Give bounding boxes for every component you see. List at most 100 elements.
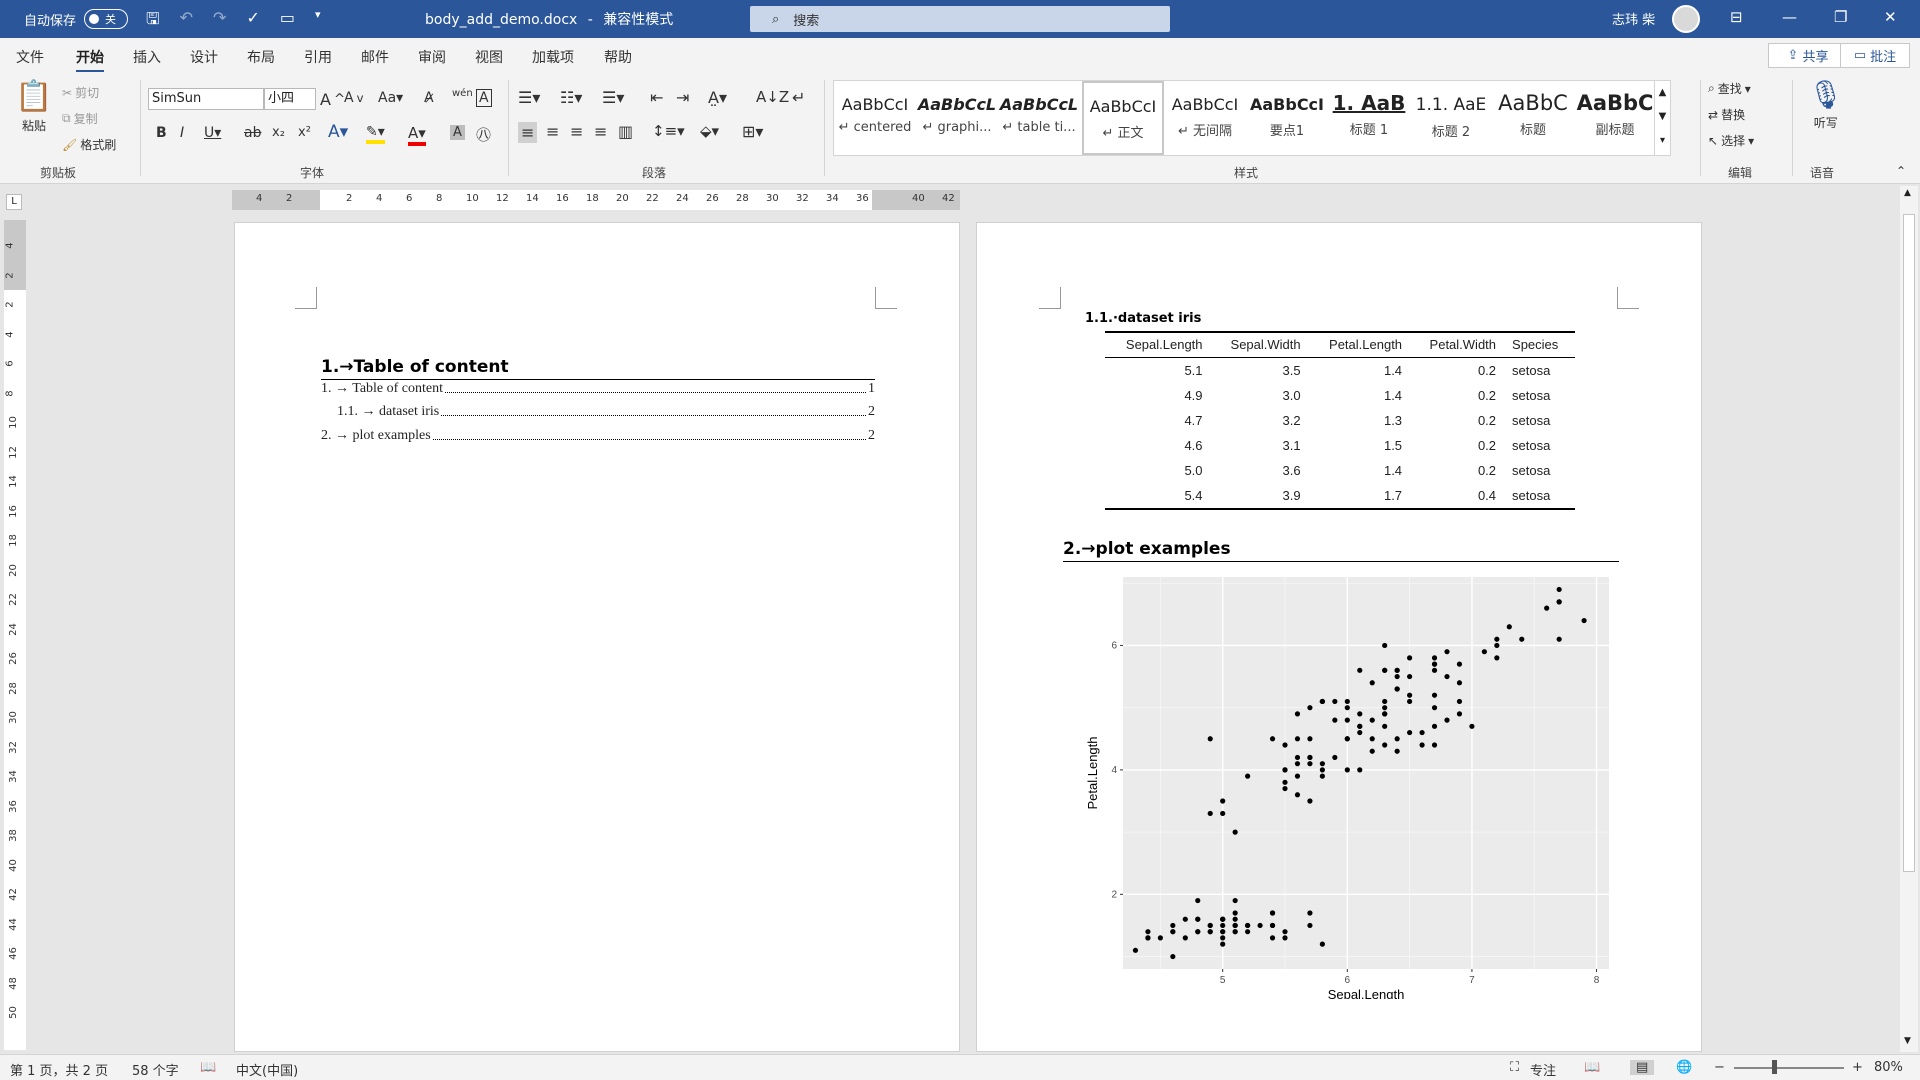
- ribbon-display-options-icon[interactable]: ⊟: [1730, 8, 1743, 26]
- tab-help[interactable]: 帮助: [604, 50, 632, 66]
- tab-file[interactable]: 文件: [16, 50, 44, 66]
- toc-entry[interactable]: 1.1. → dataset iris 2: [321, 404, 875, 420]
- scroll-down-icon[interactable]: ▼: [1904, 1036, 1911, 1046]
- style-heading1[interactable]: 1. AaB 标题 1: [1328, 81, 1410, 155]
- share-button[interactable]: ⇪ 共享: [1768, 43, 1848, 68]
- gallery-scroll[interactable]: ▲ ▼ ▾: [1654, 81, 1670, 155]
- scroll-thumb[interactable]: [1903, 214, 1915, 872]
- dictate-button[interactable]: 🎙 听写: [1808, 78, 1844, 131]
- distributed-icon[interactable]: ▥: [618, 122, 634, 141]
- shading-icon[interactable]: ⬙▾: [700, 122, 720, 140]
- enclose-char-icon[interactable]: ㊇: [476, 126, 492, 144]
- style-bullet1[interactable]: AaBbCcI 要点1: [1246, 81, 1328, 155]
- tab-mailings[interactable]: 邮件: [361, 50, 389, 66]
- horizontal-ruler[interactable]: 4 2 2 4 6 8 10 12 14 16 18 20 22 24 26 28 30 32 34 36 40 42: [232, 190, 960, 210]
- style-normal[interactable]: AaBbCcI ↵ 正文: [1082, 81, 1164, 155]
- autosave[interactable]: 自动保存 关: [24, 9, 129, 29]
- zoom-in-icon[interactable]: +: [1852, 1060, 1863, 1075]
- align-left-icon[interactable]: ≡: [518, 122, 538, 143]
- scroll-up-icon[interactable]: ▲: [1904, 188, 1911, 198]
- phonetic-guide-icon[interactable]: wén: [452, 88, 473, 99]
- style-table-title[interactable]: AaBbCcL ↵ table ti...: [998, 81, 1080, 155]
- grow-font-icon[interactable]: A ^: [320, 90, 346, 109]
- tab-design[interactable]: 设计: [190, 50, 218, 66]
- align-center-icon[interactable]: ≡: [546, 122, 560, 141]
- new-document-icon[interactable]: ▭: [279, 8, 295, 27]
- iris-table[interactable]: Sepal.Length Sepal.Width Petal.Length Pe…: [1105, 331, 1575, 510]
- copy-button[interactable]: ⧉ 复制: [62, 110, 98, 127]
- vertical-scrollbar[interactable]: ▲ ▼: [1900, 186, 1918, 1052]
- decrease-indent-icon[interactable]: ⇤: [650, 88, 664, 107]
- format-painter-button[interactable]: 🖌 格式刷: [62, 136, 116, 153]
- heading-plot-examples[interactable]: 2.→plot examples: [1063, 539, 1619, 562]
- multilevel-list-icon[interactable]: ☰▾: [602, 88, 625, 107]
- line-spacing-icon[interactable]: ↕≡▾: [652, 122, 685, 140]
- undo-icon[interactable]: ↶: [179, 8, 194, 27]
- read-mode-icon[interactable]: 📖: [1584, 1060, 1601, 1075]
- style-no-spacing[interactable]: AaBbCcI ↵ 无间隔: [1164, 81, 1246, 155]
- style-title[interactable]: AaBbC 标题: [1492, 81, 1574, 155]
- italic-icon[interactable]: I: [180, 125, 185, 141]
- language[interactable]: 中文(中国): [236, 1064, 299, 1079]
- replace-button[interactable]: ⇄ 替换: [1708, 106, 1745, 123]
- vertical-ruler[interactable]: 4 2 2 4 6 8 10 12 14 16 18 20 22 24 26 28 30 32 34 36 38 40 42…: [4, 220, 26, 1050]
- redo-icon[interactable]: ↷: [213, 8, 227, 27]
- font-color-icon[interactable]: A▾: [408, 124, 426, 146]
- find-button[interactable]: ⌕ 查找 ▾: [1708, 80, 1751, 97]
- autosave-toggle[interactable]: 关: [84, 9, 129, 29]
- clear-formatting-icon[interactable]: A̷: [424, 90, 434, 106]
- proofing-icon[interactable]: 📖: [200, 1060, 217, 1075]
- zoom-slider[interactable]: [1734, 1067, 1844, 1069]
- user-name[interactable]: 志玮 柴: [1612, 13, 1656, 28]
- zoom-level[interactable]: 80%: [1874, 1060, 1903, 1075]
- change-case-icon[interactable]: Aa▾: [378, 90, 404, 106]
- bold-icon[interactable]: B: [156, 125, 167, 141]
- char-border-icon[interactable]: A: [476, 89, 492, 107]
- collapse-ribbon-icon[interactable]: ⌃: [1896, 164, 1907, 178]
- increase-indent-icon[interactable]: ⇥: [676, 88, 690, 107]
- tab-insert[interactable]: 插入: [133, 50, 161, 66]
- paste-button[interactable]: 📋 粘贴: [14, 80, 54, 134]
- char-shading-icon[interactable]: A: [450, 125, 465, 140]
- tab-home[interactable]: 开始: [76, 47, 104, 73]
- toc-entry[interactable]: 2. → plot examples 2: [321, 428, 875, 444]
- highlight-icon[interactable]: ✎▾: [366, 124, 385, 144]
- zoom-thumb[interactable]: [1772, 1060, 1777, 1074]
- tab-review[interactable]: 审阅: [418, 50, 446, 66]
- print-layout-icon[interactable]: ▤: [1630, 1060, 1655, 1075]
- toc-entry[interactable]: 1. → Table of content 1: [321, 381, 875, 397]
- select-button[interactable]: ↖ 选择 ▾: [1708, 132, 1754, 149]
- numbering-icon[interactable]: ☷▾: [560, 88, 583, 107]
- page-1[interactable]: 1.→Table of content 1. → Table of conten…: [234, 222, 960, 1052]
- tab-view[interactable]: 视图: [475, 50, 503, 66]
- tab-selector[interactable]: L: [6, 194, 22, 210]
- asian-layout-icon[interactable]: A̤▾: [708, 88, 727, 107]
- tab-addins[interactable]: 加载项: [532, 50, 574, 66]
- page-count[interactable]: 第 1 页，共 2 页: [10, 1064, 109, 1079]
- font-family-select[interactable]: SimSun: [148, 88, 264, 110]
- show-marks-icon[interactable]: ↵: [792, 88, 806, 107]
- sort-icon[interactable]: A↓Z: [756, 88, 790, 106]
- close-icon[interactable]: ✕: [1884, 8, 1897, 26]
- font-size-select[interactable]: 小四: [264, 88, 316, 110]
- superscript-icon[interactable]: x²: [298, 125, 311, 140]
- style-centered[interactable]: AaBbCcI ↵ centered: [834, 81, 916, 155]
- cut-button[interactable]: ✂ 剪切: [62, 84, 99, 101]
- minimize-icon[interactable]: —: [1782, 8, 1797, 26]
- justify-icon[interactable]: ≡: [594, 122, 608, 141]
- style-heading2[interactable]: 1.1. AaE 标题 2: [1410, 81, 1492, 155]
- tab-layout[interactable]: 布局: [247, 50, 275, 66]
- text-effects-icon[interactable]: A▾: [328, 122, 349, 142]
- align-right-icon[interactable]: ≡: [570, 122, 584, 141]
- focus-label[interactable]: 专注: [1530, 1064, 1557, 1079]
- subheading-iris[interactable]: 1.1.·dataset iris: [1085, 311, 1202, 326]
- underline-icon[interactable]: U▾: [204, 125, 222, 141]
- borders-icon[interactable]: ⊞▾: [742, 122, 764, 141]
- save-icon[interactable]: 🖫: [146, 9, 160, 28]
- focus-icon[interactable]: ⛶: [1510, 1060, 1520, 1075]
- comment-button[interactable]: ▭ 批注: [1840, 43, 1910, 68]
- word-count[interactable]: 58 个字: [132, 1064, 179, 1079]
- search-box[interactable]: ⌕ 搜索: [750, 6, 1170, 32]
- tab-references[interactable]: 引用: [304, 50, 332, 66]
